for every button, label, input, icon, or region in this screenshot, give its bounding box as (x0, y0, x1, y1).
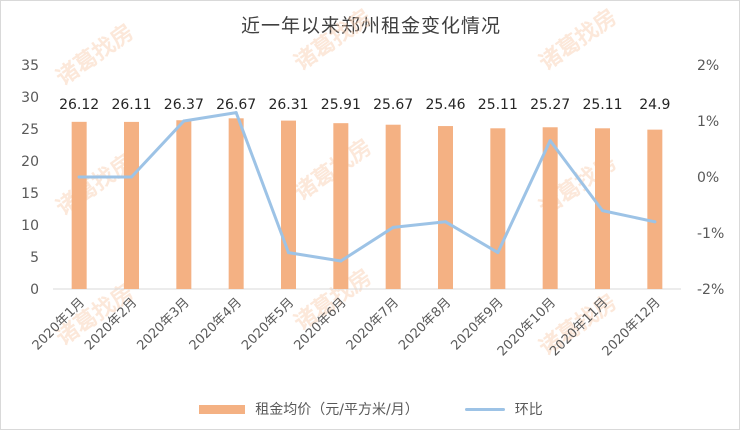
x-axis-tick-label: 2020年7月 (344, 295, 402, 353)
bar-data-label: 25.27 (530, 97, 570, 113)
left-axis-tick-label: 5 (30, 250, 39, 266)
x-axis-tick-label: 2020年5月 (239, 295, 297, 353)
left-axis-tick-label: 35 (21, 58, 39, 74)
left-axis-tick-label: 20 (21, 154, 39, 170)
bar-data-label: 26.67 (216, 97, 256, 113)
line-point-mom (182, 119, 186, 123)
line-point-mom (234, 111, 238, 115)
right-axis-tick-label: 1% (697, 114, 719, 130)
chart-title: 近一年以来郑州租金变化情况 (240, 15, 501, 37)
line-point-mom (287, 251, 290, 255)
bar-data-label: 26.31 (268, 97, 308, 113)
bar-data-label: 25.11 (478, 97, 518, 113)
bar-rent (71, 121, 87, 289)
left-axis-tick-label: 10 (21, 218, 39, 234)
watermark-text: 诸葛找房 (290, 134, 377, 206)
chart-legend: 租金均价（元/平方米/月） 环比 (1, 399, 740, 419)
bar-rent (228, 118, 244, 289)
legend-item-rent[interactable]: 租金均价（元/平方米/月） (199, 399, 419, 419)
line-mom (77, 111, 657, 263)
bar-rent (385, 124, 401, 289)
legend-label-rent: 租金均价（元/平方米/月） (255, 402, 419, 418)
left-axis-tick-label: 15 (21, 186, 39, 202)
left-axis-tick-label: 30 (21, 90, 39, 106)
right-axis-tick-label: -2% (697, 282, 724, 298)
x-axis-tick-label: 2020年4月 (187, 295, 245, 353)
bar-data-label: 24.9 (639, 97, 670, 113)
line-point-mom (601, 209, 604, 213)
line-point-mom (496, 251, 500, 255)
legend-swatch-mom (464, 407, 505, 411)
watermark-text: 诸葛找房 (535, 4, 622, 76)
legend-swatch-rent (199, 404, 246, 414)
bar-rent (281, 120, 296, 289)
line-point-mom (653, 220, 657, 224)
line-point-mom (339, 259, 343, 263)
right-axis-tick-label: 2% (697, 58, 719, 74)
right-axis-tick-label: 0% (697, 170, 719, 186)
bar-rent (176, 120, 192, 290)
line-point-mom (444, 220, 447, 224)
bar-data-label: 26.37 (164, 97, 204, 113)
bar-rent (542, 127, 558, 289)
watermark-text: 诸葛找房 (52, 19, 139, 91)
bar-data-label: 25.91 (321, 97, 361, 113)
line-point-mom (548, 139, 552, 143)
line-point-mom (391, 225, 395, 229)
left-axis-tick-label: 25 (21, 122, 39, 138)
bar-rent (124, 121, 139, 290)
watermark-text: 诸葛找房 (290, 4, 377, 76)
right-axis-tick-label: -1% (697, 226, 724, 242)
bar-rent (490, 128, 506, 289)
bar-data-label: 25.46 (425, 97, 465, 113)
legend-item-mom[interactable]: 环比 (464, 399, 543, 419)
bar-data-label: 25.67 (373, 97, 413, 113)
bar-rent (438, 126, 453, 289)
bar-rent (333, 123, 349, 290)
bar-data-label: 25.11 (582, 97, 622, 113)
left-axis-tick-label: 0 (30, 282, 39, 298)
line-point-mom (130, 175, 133, 179)
legend-label-mom: 环比 (514, 402, 543, 418)
x-axis-tick-label: 2020年8月 (396, 295, 454, 353)
bar-data-label: 26.12 (59, 97, 99, 113)
line-point-mom (77, 175, 81, 179)
x-axis-tick-label: 2020年3月 (134, 295, 192, 353)
bar-data-label: 26.11 (111, 97, 151, 113)
bar-rent (647, 129, 663, 289)
